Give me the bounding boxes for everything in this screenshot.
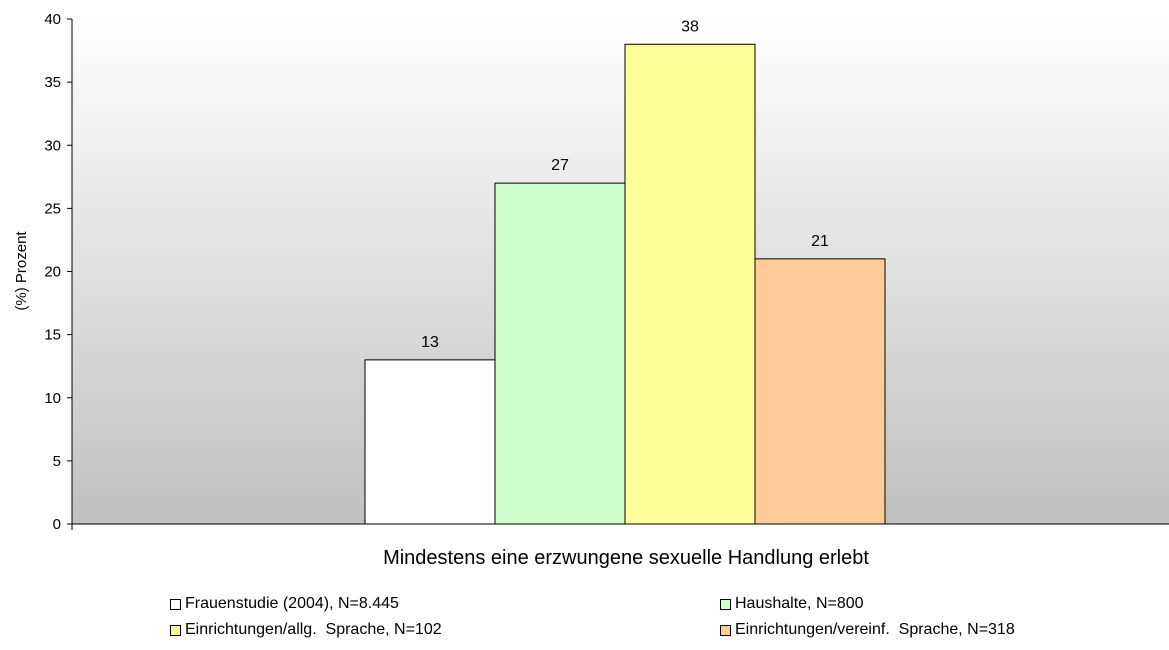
y-tick-label: 30 (44, 137, 61, 154)
legend-swatch-einrichtungen-vereinf (720, 624, 731, 636)
data-label-4: 21 (811, 233, 829, 250)
legend-item-haushalte: Haushalte, N=800 (720, 595, 864, 613)
y-tick-label: 15 (44, 327, 61, 344)
y-tick-label: 10 (44, 390, 61, 407)
legend-item-frauenstudie: Frauenstudie (2004), N=8.445 (170, 595, 399, 613)
bar-3 (624, 43, 756, 525)
bars-layer: 13 27 38 21 (364, 18, 886, 525)
data-label-2: 27 (551, 157, 569, 174)
bar-1 (364, 359, 496, 525)
data-label-3: 38 (681, 18, 699, 35)
data-label-1: 13 (421, 334, 439, 351)
legend-label-einrichtungen-vereinf: Einrichtungen/vereinf. Sprache, N=318 (735, 621, 1015, 638)
legend-label-frauenstudie: Frauenstudie (2004), N=8.445 (185, 595, 399, 612)
y-tick-label: 35 (44, 74, 61, 91)
bar-2 (494, 182, 626, 525)
legend-label-haushalte: Haushalte, N=800 (735, 595, 864, 612)
legend-swatch-frauenstudie (170, 598, 181, 610)
legend-item-einrichtungen-allg: Einrichtungen/allg. Sprache, N=102 (170, 621, 442, 639)
bar-4 (754, 258, 886, 525)
category-label: Mindestens eine erzwungene sexuelle Hand… (383, 547, 869, 569)
y-tick-label: 40 (44, 11, 61, 28)
legend-label-einrichtungen-allg: Einrichtungen/allg. Sprache, N=102 (185, 621, 442, 638)
y-tick-label: 20 (44, 264, 61, 281)
legend-swatch-einrichtungen-allg (170, 624, 181, 636)
axis-layer: 0 5 10 15 20 25 30 35 40 (44, 11, 1169, 533)
y-tick-label: 5 (53, 453, 61, 470)
y-tick-label: 0 (53, 516, 61, 533)
chart-svg: 13 27 38 21 0 5 10 15 20 25 30 35 40 (%) Prozent Mi… (13, 11, 1169, 569)
y-axis-title: (%) Prozent (13, 231, 30, 311)
legend-swatch-haushalte (720, 598, 731, 610)
y-tick-label: 25 (44, 200, 61, 217)
legend-item-einrichtungen-vereinf: Einrichtungen/vereinf. Sprache, N=318 (720, 621, 1015, 639)
